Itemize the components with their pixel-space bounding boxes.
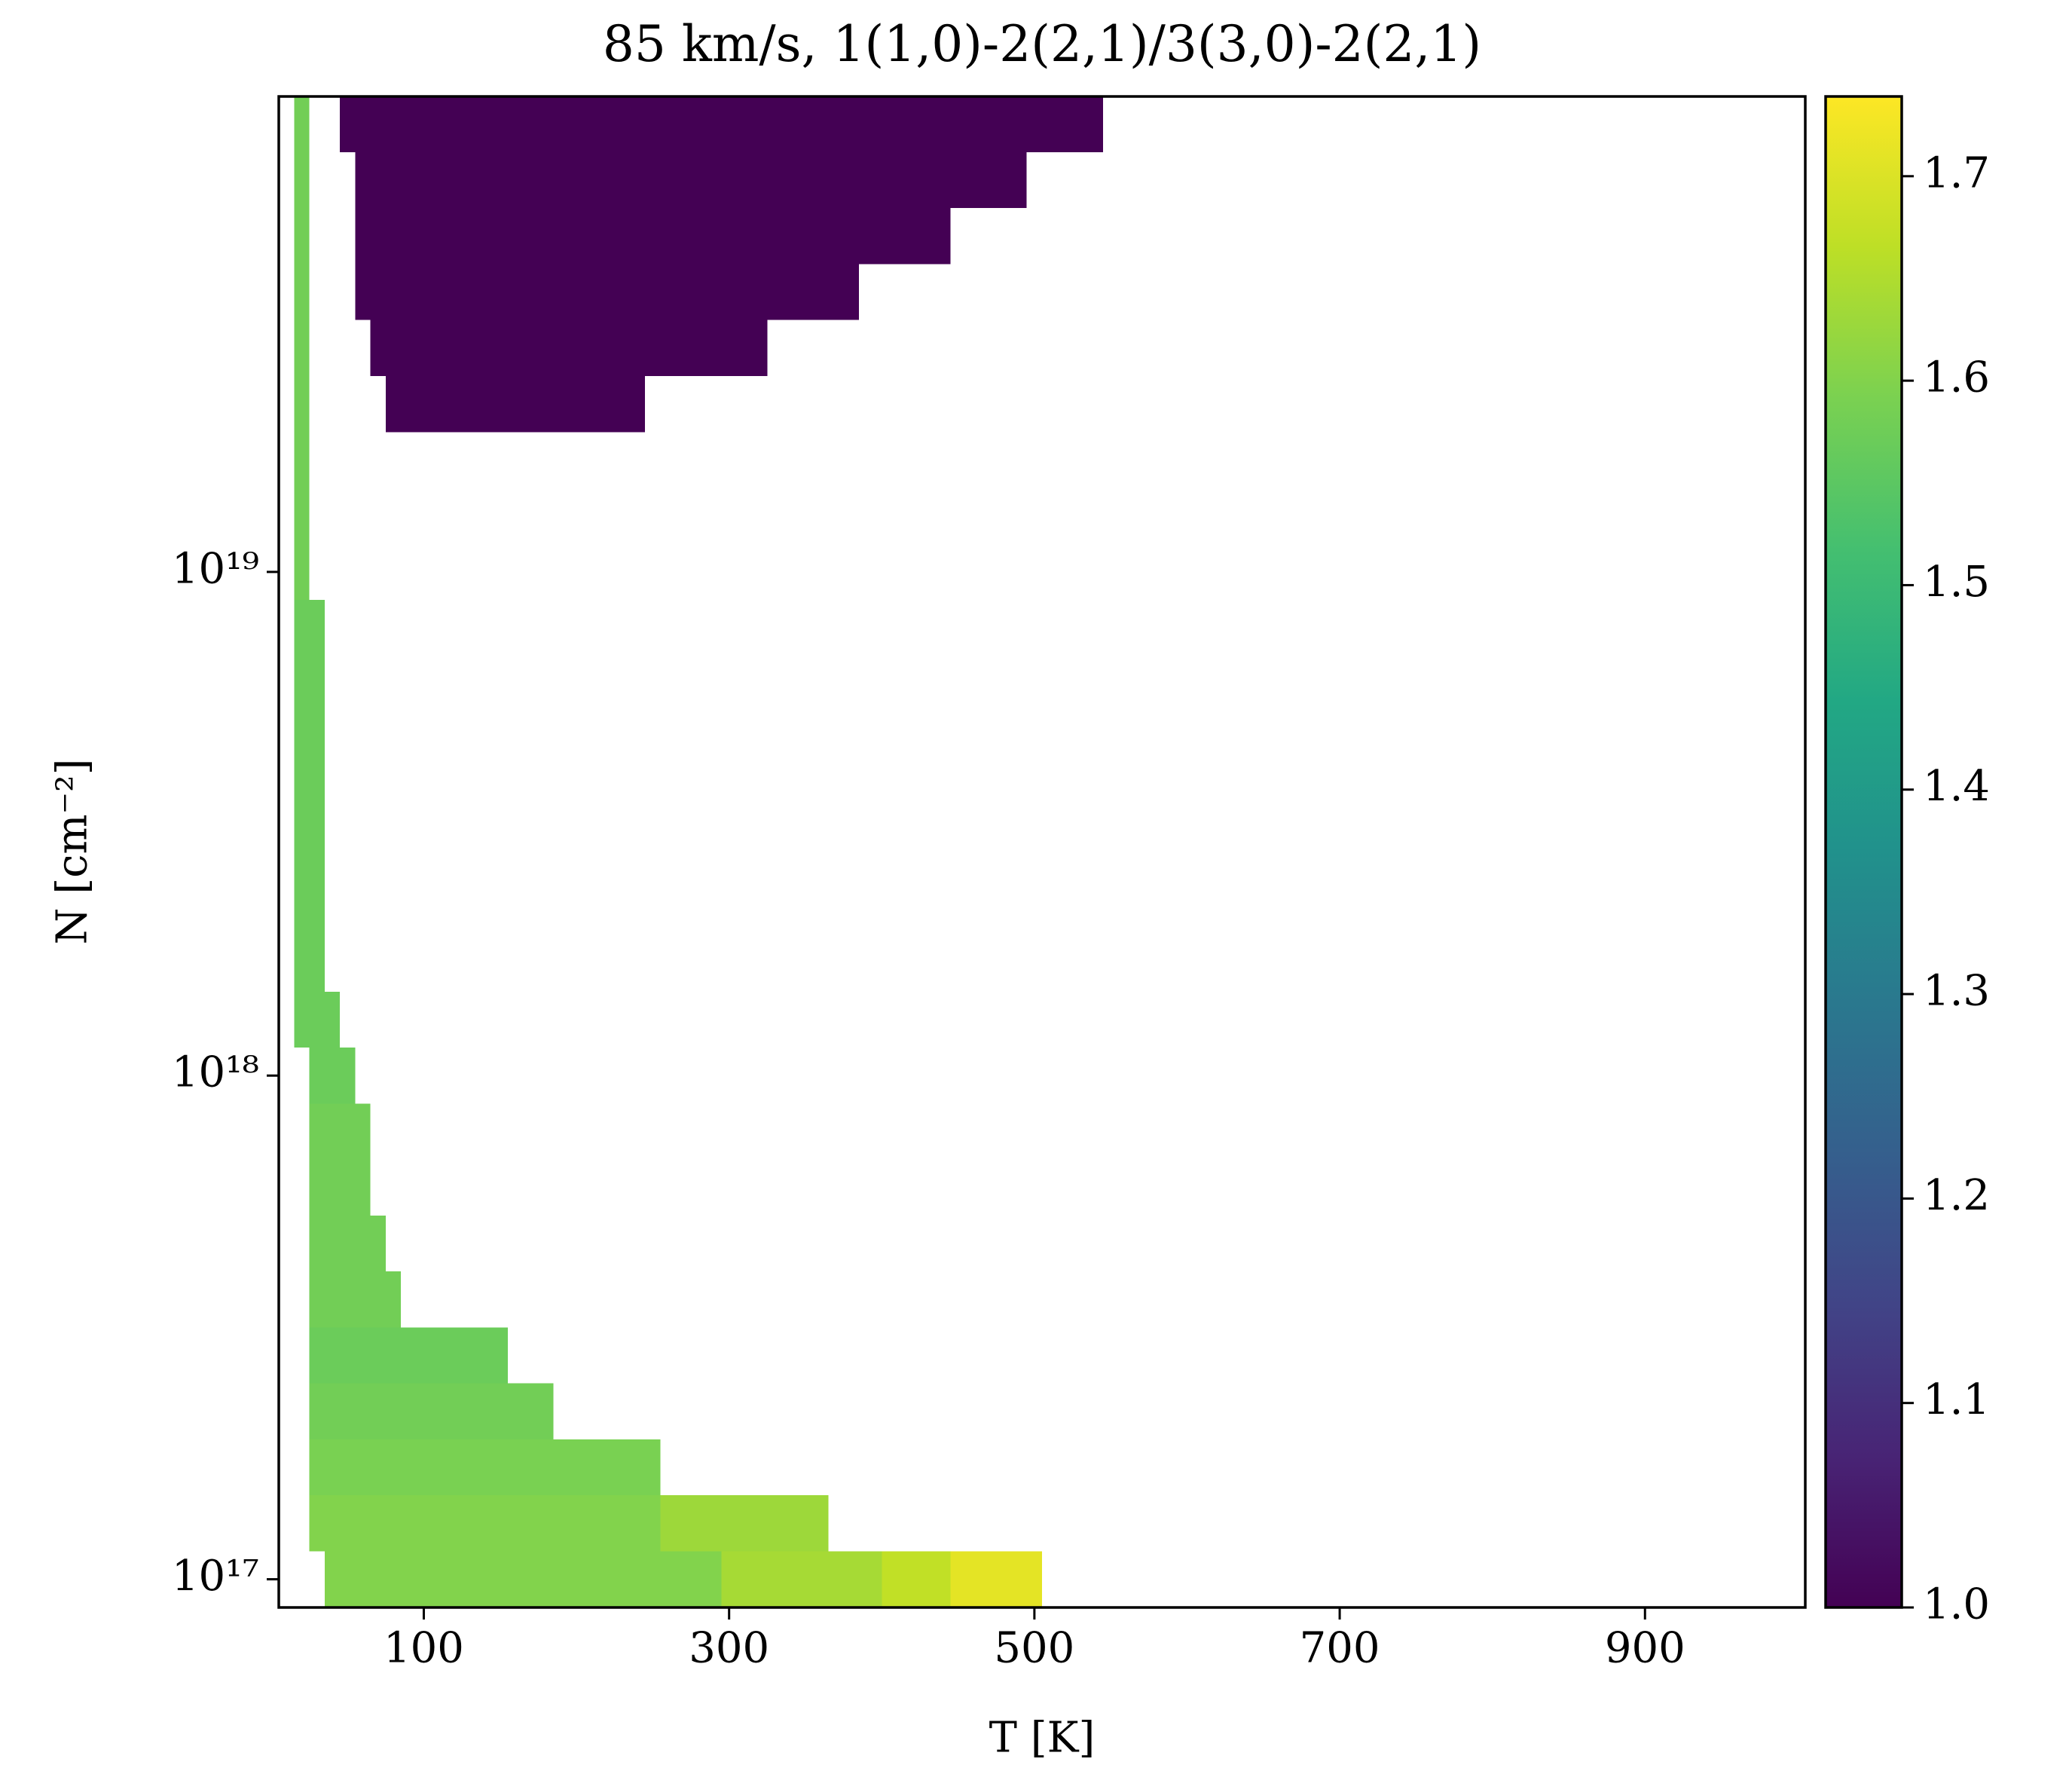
- heatmap-cell: [660, 1495, 829, 1552]
- heatmap-cell: [309, 1103, 371, 1160]
- chart-title: 85 km/s, 1(1,0)-2(2,1)/3(3,0)-2(2,1): [603, 15, 1481, 73]
- colorbar-tick-label: 1.2: [1923, 1171, 1990, 1220]
- heatmap-cell: [294, 935, 325, 992]
- heatmap-cell: [340, 96, 1104, 152]
- axes-frame: [277, 95, 1807, 1609]
- heatmap-cell: [294, 824, 325, 880]
- heatmap-cell: [355, 151, 1027, 209]
- heatmap-cell: [294, 96, 310, 152]
- colorbar-tick-label: 1.1: [1923, 1375, 1990, 1424]
- x-tick-label: 100: [384, 1624, 464, 1673]
- heatmap-cell: [309, 1383, 554, 1439]
- heatmap-cell: [950, 1551, 1042, 1607]
- heatmap-cell: [294, 656, 325, 712]
- colorbar-tick-label: 1.4: [1923, 762, 1990, 811]
- heatmap-cell: [324, 1551, 722, 1607]
- heatmap-cell: [355, 208, 951, 265]
- x-axis-label: T [K]: [989, 1714, 1096, 1763]
- y-tick-label: 10¹⁸: [172, 1048, 259, 1097]
- y-axis-label: N [cm⁻²]: [48, 759, 97, 945]
- heatmap-cell: [294, 711, 325, 768]
- heatmap-cell: [309, 1048, 356, 1104]
- colorbar-frame: [1824, 95, 1903, 1609]
- heatmap-cell: [294, 488, 310, 544]
- heatmap-cell: [882, 1551, 951, 1607]
- y-tick-label: 10¹⁷: [172, 1552, 259, 1601]
- x-tick-label: 700: [1300, 1624, 1380, 1673]
- x-tick-label: 300: [689, 1624, 769, 1673]
- heatmap-cell: [355, 264, 859, 320]
- colorbar-tick-label: 1.3: [1923, 967, 1990, 1016]
- y-tick-label: 10¹⁹: [172, 544, 259, 593]
- heatmap-cell: [370, 320, 768, 376]
- heatmap-cell: [309, 1215, 386, 1272]
- heatmap-cell: [294, 208, 310, 265]
- heatmap-cell: [309, 1495, 661, 1552]
- heatmap-cell: [294, 151, 310, 209]
- heatmap-cell: [309, 1439, 661, 1496]
- heatmap-cell: [385, 375, 646, 433]
- heatmap-cell: [294, 320, 310, 376]
- x-tick-label: 900: [1605, 1624, 1685, 1673]
- heatmap-cell: [309, 1271, 402, 1328]
- heatmap-cell: [294, 991, 341, 1048]
- colorbar-tick-label: 1.0: [1923, 1580, 1990, 1629]
- heatmap-cell: [309, 1159, 371, 1216]
- x-tick-label: 500: [994, 1624, 1074, 1673]
- colorbar-tick-label: 1.6: [1923, 353, 1990, 402]
- colorbar: [1826, 96, 1902, 1607]
- heatmap-cell: [294, 879, 325, 936]
- colorbar-tick-label: 1.5: [1923, 558, 1990, 607]
- heatmap: [294, 96, 1104, 1607]
- heatmap-cell: [294, 600, 325, 656]
- heatmap-cell: [309, 1327, 508, 1384]
- heatmap-cell: [294, 375, 310, 433]
- heatmap-cell: [294, 432, 310, 488]
- heatmap-cell: [294, 264, 310, 320]
- heatmap-cell: [294, 767, 325, 824]
- heatmap-cell: [721, 1551, 882, 1607]
- colorbar-tick-label: 1.7: [1923, 148, 1990, 197]
- heatmap-cell: [294, 543, 310, 601]
